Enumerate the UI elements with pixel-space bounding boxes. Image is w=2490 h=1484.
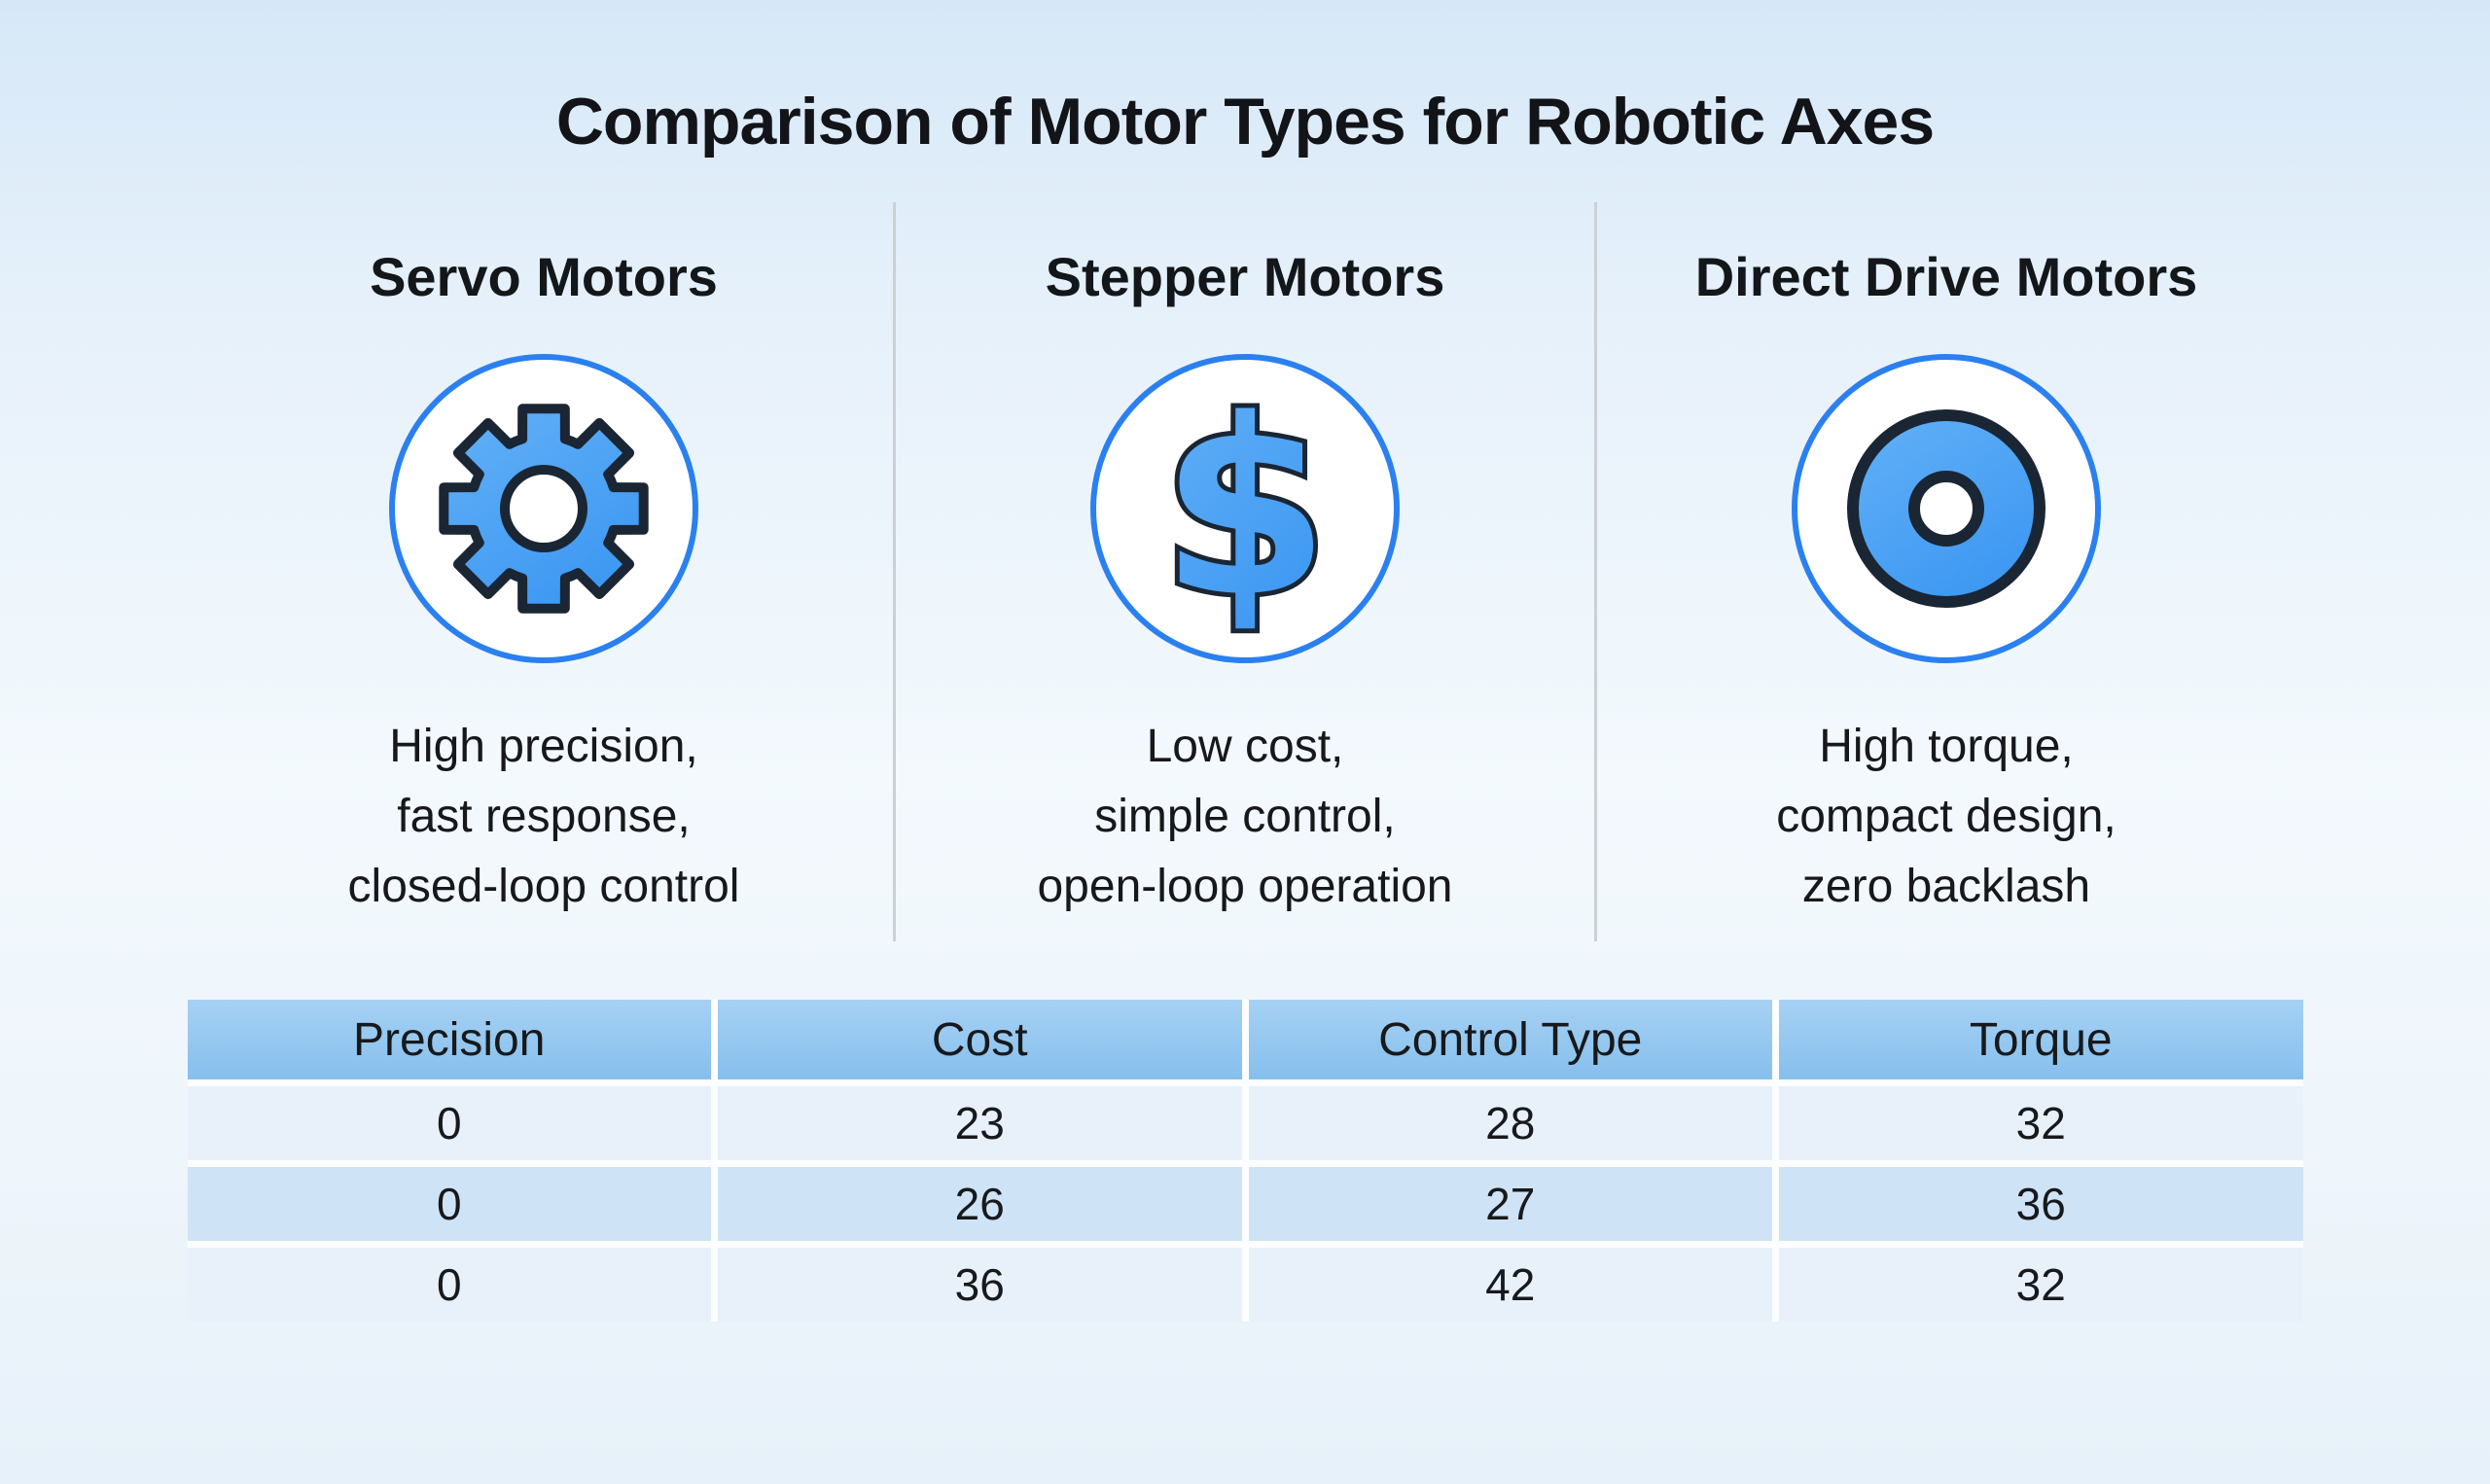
table-cell: 0 <box>187 1086 711 1160</box>
infographic-page: { "title": "Comparison of Motor Types fo… <box>0 84 2490 1484</box>
table-cell: 36 <box>718 1248 1242 1322</box>
icon-circle-badge <box>389 354 698 663</box>
table-header-cell: Control Type <box>1248 1000 1772 1079</box>
motor-columns-section: Servo Motors High precision, fast respon… <box>195 202 2295 941</box>
column-title: Direct Drive Motors <box>1694 246 2198 307</box>
table-cell: 0 <box>187 1167 711 1241</box>
table-cell: 28 <box>1248 1086 1772 1160</box>
column-servo-motors: Servo Motors High precision, fast respon… <box>195 202 893 941</box>
table-header-cell: Precision <box>187 1000 711 1079</box>
table-cell: 32 <box>1779 1086 2303 1160</box>
table-cell: 42 <box>1248 1248 1772 1322</box>
table-cell: 0 <box>187 1248 711 1322</box>
table-cell: 36 <box>1779 1167 2303 1241</box>
dollar-icon: $ <box>1156 382 1334 635</box>
column-title: Servo Motors <box>370 246 718 307</box>
svg-text:$: $ <box>1160 382 1330 635</box>
column-description: Low cost, simple control, open-loop oper… <box>1037 721 1453 912</box>
table-cell: 26 <box>718 1167 1242 1241</box>
page-title: Comparison of Motor Types for Robotic Ax… <box>555 85 1935 159</box>
column-description: High torque, compact design, zero backla… <box>1776 721 2116 912</box>
column-direct-drive-motors: Direct Drive Motors High torque, compact… <box>1594 202 2295 941</box>
column-title: Stepper Motors <box>1045 246 1445 307</box>
icon-circle-badge: $ <box>1090 354 1400 663</box>
column-stepper-motors: Stepper Motors $ Low cost, simple contro… <box>893 202 1594 941</box>
column-description: High precision, fast response, closed-lo… <box>347 721 740 912</box>
table-cell: 23 <box>718 1086 1242 1160</box>
table-header-cell: Torque <box>1779 1000 2303 1079</box>
comparison-table: Precision Cost Control Type Torque 0 23 … <box>187 1000 2303 1322</box>
table-cell: 27 <box>1248 1167 1772 1241</box>
torque-disc-icon <box>1847 409 2045 608</box>
icon-circle-badge <box>1792 354 2101 663</box>
table-header-cell: Cost <box>718 1000 1242 1079</box>
table-cell: 32 <box>1779 1248 2303 1322</box>
gear-icon <box>439 404 649 614</box>
